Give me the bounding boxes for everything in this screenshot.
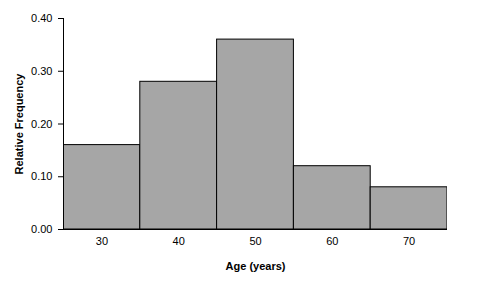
svg-text:40: 40	[173, 235, 185, 247]
svg-text:30: 30	[96, 235, 108, 247]
svg-text:0.20: 0.20	[31, 118, 52, 130]
svg-text:0.40: 0.40	[31, 12, 52, 24]
svg-text:60: 60	[326, 235, 338, 247]
svg-text:Age (years): Age (years)	[226, 260, 286, 272]
svg-text:70: 70	[403, 235, 415, 247]
svg-text:0.10: 0.10	[31, 170, 52, 182]
svg-text:50: 50	[249, 235, 261, 247]
svg-text:Relative Frequency: Relative Frequency	[13, 73, 25, 175]
svg-text:0.30: 0.30	[31, 65, 52, 77]
svg-text:0.00: 0.00	[31, 223, 52, 235]
